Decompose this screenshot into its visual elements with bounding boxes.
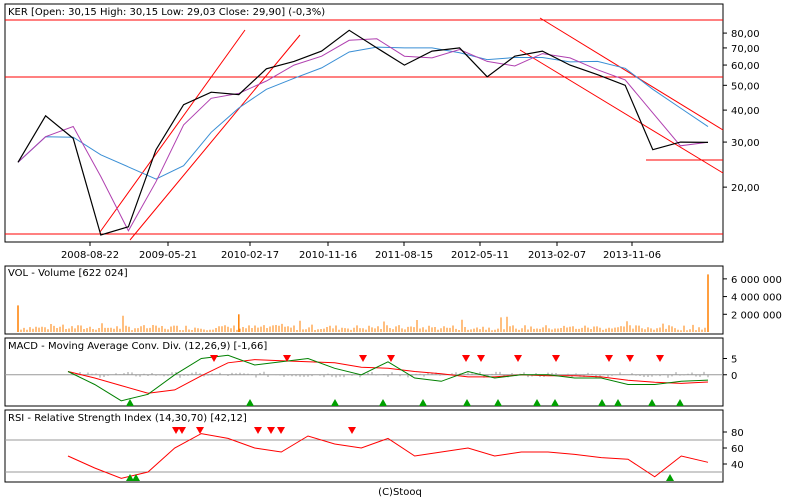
buy-marker xyxy=(494,399,502,406)
macd-line xyxy=(67,354,709,402)
trend-line xyxy=(539,17,724,131)
price-panel xyxy=(4,3,724,243)
rsi-legend: RSI - Relative Strength Index (14,30,70)… xyxy=(8,413,247,424)
price-tick-label: 20,00 xyxy=(731,183,760,194)
x-tick-label: 2012-05-11 xyxy=(451,250,509,261)
price-tick-label: 60,00 xyxy=(731,61,760,72)
x-tick-label: 2008-08-22 xyxy=(61,250,119,261)
x-tick-label: 2013-11-06 xyxy=(603,250,661,261)
macd-markers xyxy=(126,355,684,406)
price-tick-label: 50,00 xyxy=(731,81,760,92)
rsi-markers xyxy=(126,427,674,481)
buy-marker xyxy=(379,399,387,406)
buy-marker xyxy=(246,399,254,406)
rsi-tick-label: 60 xyxy=(731,444,744,455)
sell-marker xyxy=(656,355,664,362)
x-tick-label: 2010-11-16 xyxy=(299,250,357,261)
sell-marker xyxy=(514,355,522,362)
price-legend: KER [Open: 30,15 High: 30,15 Low: 29,03 … xyxy=(8,7,325,18)
vol-tick-label: 2 000 000 xyxy=(731,310,782,321)
volume-panel xyxy=(4,265,724,335)
rsi-buy-marker xyxy=(126,474,134,481)
trend-line xyxy=(129,34,301,241)
buy-marker xyxy=(126,399,134,406)
volume-bars xyxy=(17,274,709,332)
buy-marker xyxy=(533,399,541,406)
vol-tick-label: 4 000 000 xyxy=(731,293,782,304)
x-tick-label: 2011-08-15 xyxy=(375,250,433,261)
macd-panel xyxy=(4,337,724,407)
rsi-sell-marker xyxy=(172,427,180,434)
sell-marker xyxy=(210,355,218,362)
ma-long-line xyxy=(17,46,709,180)
macd-signal-line xyxy=(67,359,709,394)
macd-tick-label: 0 xyxy=(731,371,737,382)
rsi-tick-label: 80 xyxy=(731,428,744,439)
rsi-sell-marker xyxy=(348,427,356,434)
buy-marker xyxy=(598,399,606,406)
price-tick-label: 40,00 xyxy=(731,106,760,117)
rsi-line xyxy=(67,433,709,479)
rsi-buy-marker xyxy=(666,474,674,481)
buy-marker xyxy=(614,399,622,406)
sell-marker xyxy=(359,355,367,362)
source-label: (C)Stooq xyxy=(378,487,422,498)
x-tick-label: 2009-05-21 xyxy=(139,250,197,261)
trend-line xyxy=(519,49,724,174)
macd-tick-label: 5 xyxy=(731,355,737,366)
rsi-sell-marker xyxy=(178,427,186,434)
trend-line xyxy=(99,29,246,233)
price-tick-label: 30,00 xyxy=(731,138,760,149)
sell-marker xyxy=(552,355,560,362)
price-tick-label: 70,00 xyxy=(731,44,760,55)
macd-legend: MACD - Moving Average Conv. Div. (12,26,… xyxy=(8,341,267,352)
rsi-buy-marker xyxy=(132,474,140,481)
sell-marker xyxy=(387,355,395,362)
sell-marker xyxy=(283,355,291,362)
sell-marker xyxy=(477,355,485,362)
buy-marker xyxy=(648,399,656,406)
price-candles xyxy=(17,29,709,236)
sell-marker xyxy=(626,355,634,362)
buy-marker xyxy=(463,399,471,406)
rsi-sell-marker xyxy=(196,427,204,434)
buy-marker xyxy=(676,399,684,406)
buy-marker xyxy=(331,399,339,406)
vol-tick-label: 6 000 000 xyxy=(731,275,782,286)
rsi-sell-marker xyxy=(267,427,275,434)
sell-marker xyxy=(605,355,613,362)
volume-legend: VOL - Volume [622 024] xyxy=(8,268,128,279)
rsi-tick-label: 40 xyxy=(731,460,744,471)
buy-marker xyxy=(419,399,427,406)
x-tick-label: 2010-02-17 xyxy=(221,250,279,261)
rsi-sell-marker xyxy=(254,427,262,434)
x-tick-label: 2013-02-07 xyxy=(528,250,586,261)
buy-marker xyxy=(551,399,559,406)
rsi-panel xyxy=(4,409,724,483)
rsi-sell-marker xyxy=(277,427,285,434)
price-tick-label: 80,00 xyxy=(731,29,760,40)
sell-marker xyxy=(462,355,470,362)
